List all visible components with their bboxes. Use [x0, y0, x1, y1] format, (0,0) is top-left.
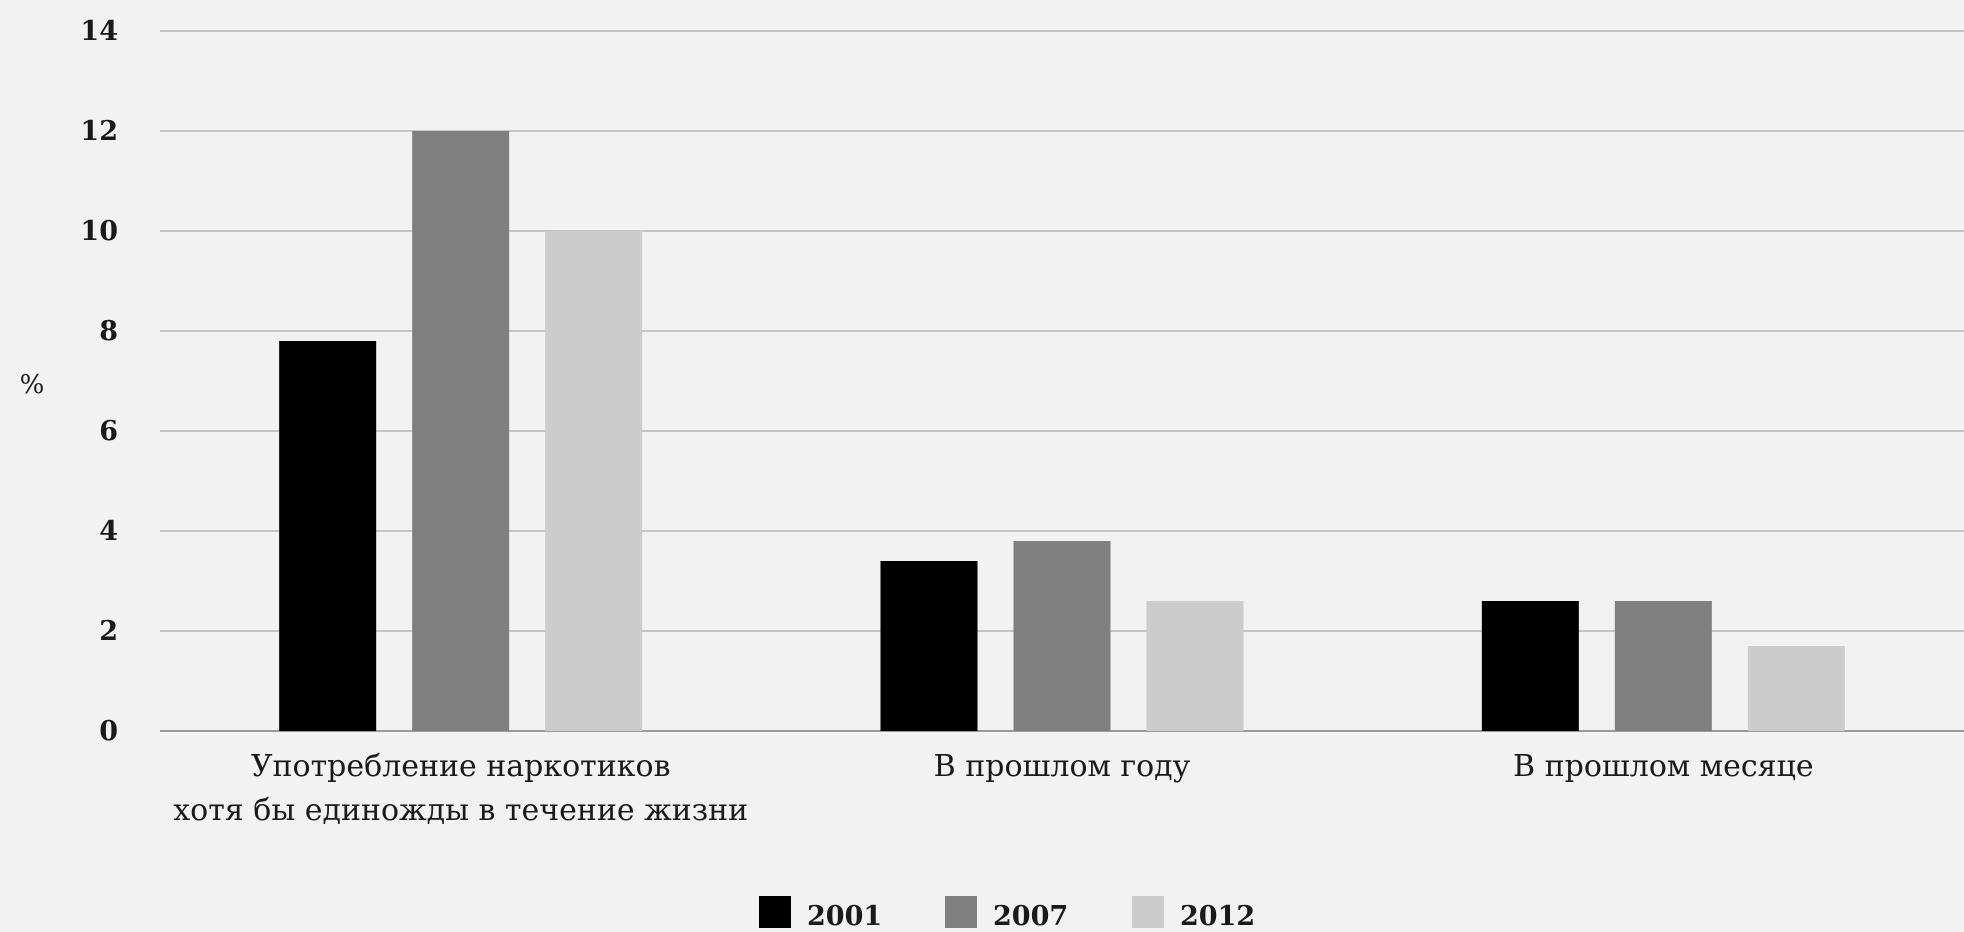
x-category-label: хотя бы единожды в течение жизни — [173, 793, 748, 828]
x-category-label: В прошлом месяце — [1513, 749, 1814, 784]
legend: 2001 2007 2012 — [759, 896, 1255, 932]
legend-swatch — [1132, 896, 1164, 928]
bar — [1013, 541, 1111, 731]
y-tick-label: 4 — [99, 516, 118, 547]
legend-swatch — [945, 896, 977, 928]
bar — [545, 231, 643, 731]
legend-swatch — [759, 896, 791, 928]
bar — [412, 131, 510, 731]
legend-label: 2001 — [807, 901, 882, 932]
y-tick-label: 8 — [99, 316, 118, 347]
x-category-label: Употребление наркотиков — [251, 749, 671, 784]
bars — [279, 131, 1845, 731]
y-tick-label: 10 — [80, 216, 118, 247]
bar — [1481, 601, 1579, 731]
y-tick-label: 6 — [99, 416, 118, 447]
bar — [1614, 601, 1712, 731]
y-tick-label: 14 — [80, 16, 118, 47]
bar — [1146, 601, 1244, 731]
bar — [880, 561, 978, 731]
y-axis-ticks: 0 2 4 6 8 10 12 14 — [80, 16, 118, 747]
bar — [1747, 646, 1845, 731]
legend-label: 2007 — [993, 901, 1068, 932]
y-tick-label: 12 — [80, 116, 118, 147]
x-category-label: В прошлом году — [934, 749, 1191, 784]
x-axis-categories: Употребление наркотиков хотя бы единожды … — [173, 749, 1813, 828]
y-tick-label: 2 — [99, 616, 118, 647]
bar — [279, 341, 377, 731]
legend-label: 2012 — [1180, 901, 1255, 932]
y-tick-label: 0 — [99, 716, 118, 747]
y-axis-label: % — [20, 370, 45, 400]
